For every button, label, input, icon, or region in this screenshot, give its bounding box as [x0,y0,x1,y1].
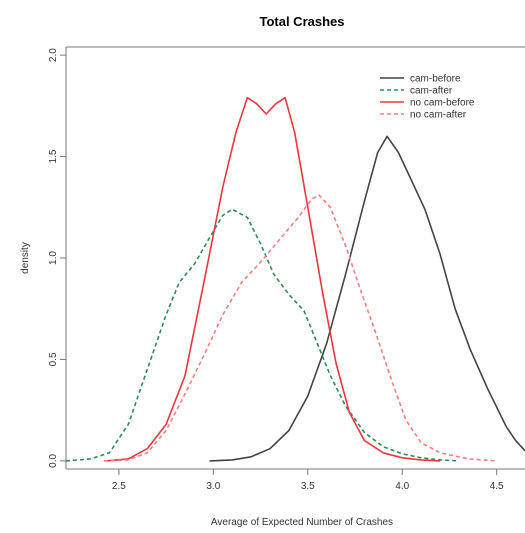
x-tick-label: 3.5 [301,481,315,492]
legend-label: cam-before [410,74,461,85]
legend-label: cam-after [410,86,453,97]
y-tick-label: 1.5 [48,149,59,163]
x-axis-label: Average of Expected Number of Crashes [211,517,393,528]
x-tick-label: 2.5 [112,481,126,492]
series-line-no-cam-after [103,194,497,462]
x-tick-label: 4.5 [490,481,504,492]
series-line-cam-after [65,208,459,462]
series-layer [65,96,525,462]
x-tick-label: 4.0 [395,481,409,492]
y-axis-label: density [20,242,31,274]
x-tick-label: 3.0 [206,481,220,492]
y-tick-label: 2.0 [48,48,59,62]
series-line-cam-before [209,135,525,462]
y-tick-label: 0.5 [48,352,59,366]
ticks-layer: 2.5 3.0 3.5 4.0 4.5 0.0 0.5 1.0 1.5 2.0 [48,48,504,492]
legend-label: no cam-after [410,110,467,121]
y-tick-label: 1.0 [48,251,59,265]
legend-label: no cam-before [410,98,475,109]
chart-title: Total Crashes [259,14,344,29]
series-line-no-cam-before [105,96,441,462]
y-tick-label: 0.0 [48,453,59,467]
